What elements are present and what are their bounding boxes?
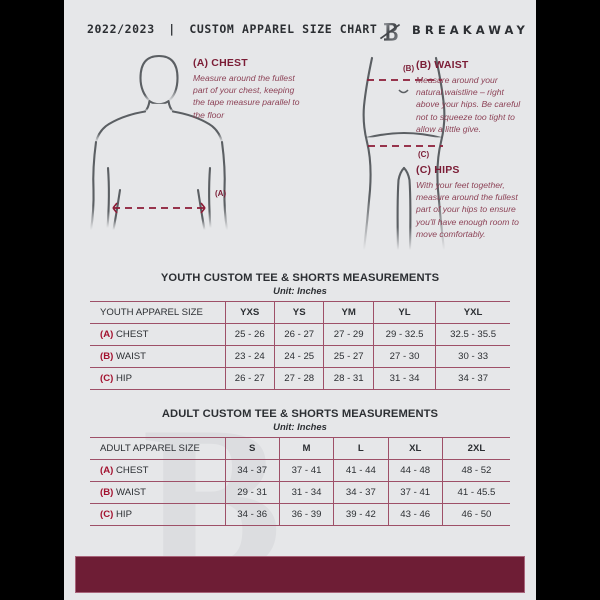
- measurement-cell: 37 - 41: [388, 481, 443, 504]
- size-header-2xl: 2XL: [442, 437, 510, 460]
- measurement-cell: 29 - 31: [225, 481, 280, 504]
- table-row: (B) WAIST 29 - 31 31 - 34 34 - 37 37 - 41 41 …: [90, 481, 510, 504]
- chest-callout-heading: (A) CHEST: [193, 57, 248, 69]
- header-separator: |: [168, 22, 176, 36]
- measurement-cell: 46 - 50: [442, 503, 510, 526]
- table-row: (B) WAIST 23 - 24 24 - 25 25 - 27 27 - 30 30 …: [90, 345, 510, 368]
- breakaway-b-logo-icon: [379, 23, 401, 41]
- size-chart-page: B 2022/2023 | CUSTOM APPAREL SIZE CHART …: [64, 0, 536, 600]
- hips-callout: (C) HIPS With your feet together, measur…: [416, 164, 524, 240]
- row-label-chest: (A) CHEST: [90, 459, 226, 482]
- measurement-cell: 32.5 - 35.5: [435, 323, 510, 346]
- youth-table-unit: Unit: Inches: [273, 285, 327, 296]
- chest-measure-line: [112, 202, 206, 214]
- size-column-header: YOUTH APPAREL SIZE: [90, 301, 226, 324]
- measurement-cell: 39 - 42: [333, 503, 389, 526]
- measurement-cell: 41 - 44: [333, 459, 389, 482]
- table-header-row: ADULT APPAREL SIZE S M L XL 2XL: [90, 437, 510, 460]
- table-row: (C) HIP 34 - 36 36 - 39 39 - 42 43 - 46 46 - …: [90, 503, 510, 526]
- table-row: (C) HIP 26 - 27 27 - 28 28 - 31 31 - 34 34 - …: [90, 367, 510, 390]
- page-title: CUSTOM APPAREL SIZE CHART: [189, 22, 378, 36]
- measurement-cell: 27 - 28: [274, 367, 325, 390]
- row-marker: (B): [100, 351, 114, 362]
- hips-callout-body: With your feet together, measure around …: [416, 180, 519, 239]
- measurement-cell: 44 - 48: [388, 459, 443, 482]
- brand-name: BREAKAWAY: [412, 23, 529, 37]
- measurement-cell: 28 - 31: [323, 367, 374, 390]
- adult-table-title: ADULT CUSTOM TEE & SHORTS MEASUREMENTS: [161, 408, 439, 420]
- measurement-cell: 36 - 39: [279, 503, 335, 526]
- row-marker: (A): [100, 329, 114, 340]
- measurement-cell: 27 - 29: [323, 323, 374, 346]
- measurement-cell: 27 - 30: [373, 345, 437, 368]
- measurement-cell: 37 - 41: [279, 459, 335, 482]
- waist-callout-body: Measure around your natural waistline – …: [416, 75, 521, 134]
- row-label-hip: (C) HIP: [90, 503, 226, 526]
- measurement-cell: 34 - 37: [333, 481, 389, 504]
- hips-callout-heading: (C) HIPS: [416, 164, 460, 176]
- measurement-cell: 41 - 45.5: [442, 481, 510, 504]
- youth-table-title: YOUTH CUSTOM TEE & SHORTS MEASUREMENTS: [160, 272, 440, 284]
- measurement-cell: 25 - 26: [225, 323, 275, 346]
- adult-size-table: ADULT APPAREL SIZE S M L XL 2XL (A) CHEST 34 - …: [90, 437, 510, 526]
- row-label-waist: (B) WAIST: [90, 345, 226, 368]
- navel-mark: [398, 89, 409, 94]
- size-header-l: L: [333, 437, 389, 460]
- size-header-yxs: YXS: [225, 301, 275, 324]
- measurement-cell: 24 - 25: [274, 345, 325, 368]
- adult-table-unit: Unit: Inches: [273, 421, 327, 432]
- measurement-cell: 30 - 33: [435, 345, 510, 368]
- measurement-cell: 31 - 34: [373, 367, 437, 390]
- measurement-cell: 26 - 27: [274, 323, 325, 346]
- row-marker: (C): [100, 373, 114, 384]
- row-label-waist: (B) WAIST: [90, 481, 226, 504]
- row-marker: (C): [100, 509, 114, 520]
- body-figures-illustration: [89, 54, 446, 252]
- size-header-yxl: YXL: [435, 301, 510, 324]
- size-header-ym: YM: [323, 301, 374, 324]
- row-label-chest: (A) CHEST: [90, 323, 226, 346]
- measurement-cell: 34 - 37: [225, 459, 280, 482]
- measurement-cell: 34 - 36: [225, 503, 280, 526]
- chest-callout-body: Measure around the fullest part of your …: [193, 73, 300, 120]
- size-header-ys: YS: [274, 301, 325, 324]
- measurement-cell: 23 - 24: [225, 345, 275, 368]
- measurement-cell: 26 - 27: [225, 367, 275, 390]
- measurement-cell: 43 - 46: [388, 503, 443, 526]
- size-header-yl: YL: [373, 301, 437, 324]
- row-marker: (B): [100, 487, 114, 498]
- size-column-header: ADULT APPAREL SIZE: [90, 437, 226, 460]
- hip-dimension-label: (C): [418, 150, 430, 159]
- chest-callout: (A) CHEST Measure around the fullest par…: [193, 57, 301, 121]
- header-season: 2022/2023: [87, 22, 155, 36]
- header-title-line: 2022/2023 | CUSTOM APPAREL SIZE CHART: [87, 22, 377, 36]
- footer-bar: [75, 556, 525, 593]
- waist-callout-heading: (B) WAIST: [416, 59, 469, 71]
- table-row: (A) CHEST 34 - 37 37 - 41 41 - 44 44 - 48 48 …: [90, 459, 510, 482]
- size-header-s: S: [225, 437, 280, 460]
- measurement-cell: 25 - 27: [323, 345, 374, 368]
- measurement-cell: 29 - 32.5: [373, 323, 437, 346]
- size-header-xl: XL: [388, 437, 443, 460]
- measurement-cell: 34 - 37: [435, 367, 510, 390]
- youth-size-table: YOUTH APPAREL SIZE YXS YS YM YL YXL (A) CHEST 2…: [90, 301, 510, 390]
- adult-size-table-block: ADULT CUSTOM TEE & SHORTS MEASUREMENTS U…: [90, 408, 510, 526]
- measurement-cell: 48 - 52: [442, 459, 510, 482]
- table-header-row: YOUTH APPAREL SIZE YXS YS YM YL YXL: [90, 301, 510, 324]
- table-row: (A) CHEST 25 - 26 26 - 27 27 - 29 29 - 32.5 3…: [90, 323, 510, 346]
- waist-callout: (B) WAIST Measure around your natural wa…: [416, 59, 524, 135]
- waist-dimension-label: (B): [403, 64, 415, 73]
- measurement-diagram: (A) (B) (C) (A) CHEST Measure around the…: [64, 50, 536, 272]
- row-marker: (A): [100, 465, 114, 476]
- row-label-hip: (C) HIP: [90, 367, 226, 390]
- size-header-m: M: [279, 437, 335, 460]
- youth-size-table-block: YOUTH CUSTOM TEE & SHORTS MEASUREMENTS U…: [90, 272, 510, 390]
- chest-dimension-label: (A): [215, 189, 227, 198]
- measurement-cell: 31 - 34: [279, 481, 335, 504]
- page-header: 2022/2023 | CUSTOM APPAREL SIZE CHART BR…: [64, 20, 536, 46]
